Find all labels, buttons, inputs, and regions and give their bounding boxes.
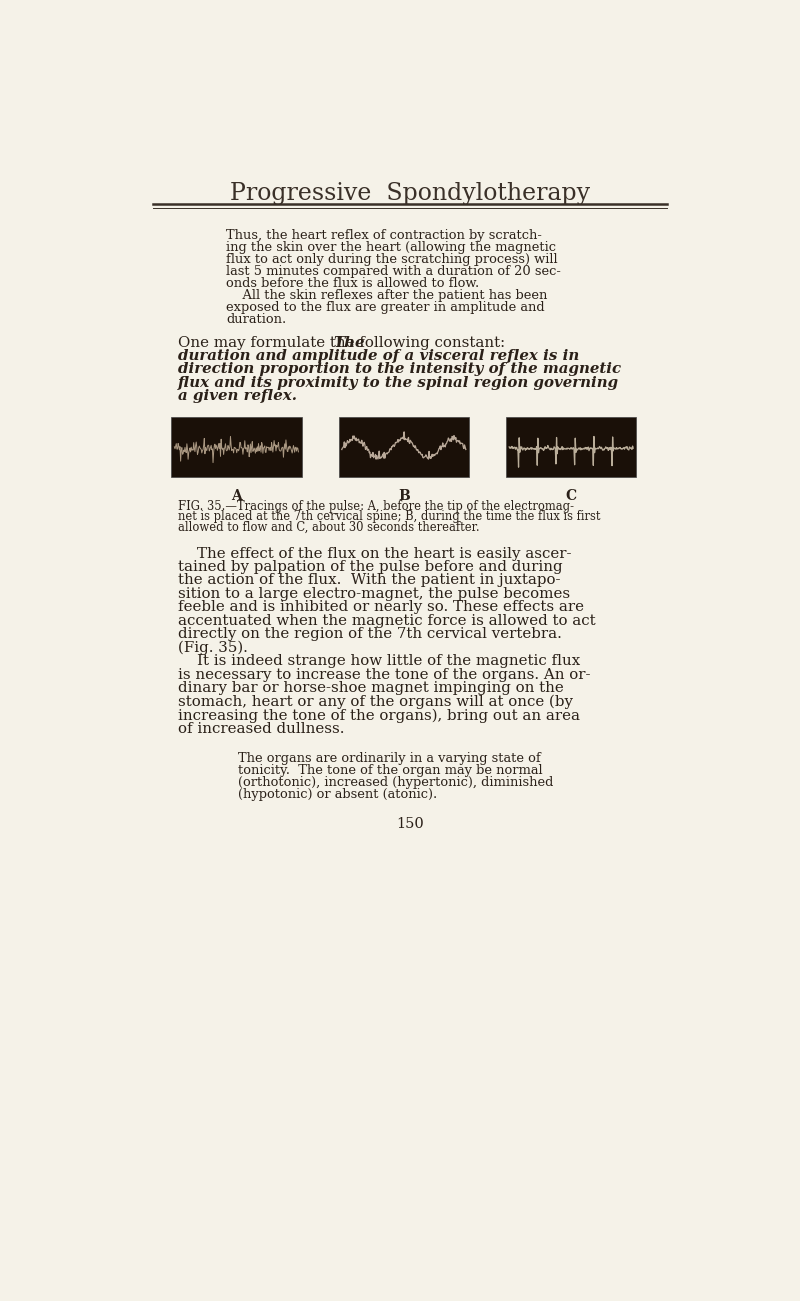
Text: of increased dullness.: of increased dullness. [178, 722, 344, 735]
Text: sition to a large electro-magnet, the pulse becomes: sition to a large electro-magnet, the pu… [178, 587, 570, 601]
Text: allowed to flow and C, about 30 seconds thereafter.: allowed to flow and C, about 30 seconds … [178, 520, 479, 533]
Text: (orthotonic), increased (hypertonic), diminished: (orthotonic), increased (hypertonic), di… [238, 775, 554, 788]
Text: flux and its proximity to the spinal region governing: flux and its proximity to the spinal reg… [178, 376, 618, 390]
Text: stomach, heart or any of the organs will at once (by: stomach, heart or any of the organs will… [178, 695, 573, 709]
Text: tained by palpation of the pulse before and during: tained by palpation of the pulse before … [178, 559, 562, 574]
Text: A: A [231, 489, 242, 503]
Text: FIG. 35.—Tracings of the pulse: A, before the tip of the electromag-: FIG. 35.—Tracings of the pulse: A, befor… [178, 500, 574, 513]
Text: Thus, the heart reflex of contraction by scratch-: Thus, the heart reflex of contraction by… [226, 229, 542, 242]
Text: The effect of the flux on the heart is easily ascer-: The effect of the flux on the heart is e… [178, 546, 571, 561]
Text: direction proportion to the intensity of the magnetic: direction proportion to the intensity of… [178, 363, 621, 376]
Text: dinary bar or horse-shoe magnet impinging on the: dinary bar or horse-shoe magnet impingin… [178, 682, 563, 695]
Text: The: The [334, 336, 365, 350]
Text: duration.: duration. [226, 312, 286, 325]
Text: (Fig. 35).: (Fig. 35). [178, 641, 247, 656]
Text: B: B [398, 489, 410, 503]
Text: The organs are ordinarily in a varying state of: The organs are ordinarily in a varying s… [238, 752, 541, 765]
Text: flux to act only during the scratching process) will: flux to act only during the scratching p… [226, 254, 558, 267]
Text: Progressive  Spondylotherapy: Progressive Spondylotherapy [230, 182, 590, 204]
Text: feeble and is inhibited or nearly so. These effects are: feeble and is inhibited or nearly so. Th… [178, 600, 583, 614]
Bar [171, 416, 302, 477]
Text: tonicity.  The tone of the organ may be normal: tonicity. The tone of the organ may be n… [238, 764, 542, 777]
Text: It is indeed strange how little of the magnetic flux: It is indeed strange how little of the m… [178, 654, 580, 669]
Text: onds before the flux is allowed to flow.: onds before the flux is allowed to flow. [226, 277, 479, 290]
Text: net is placed at the 7th cervical spine; B, during the time the flux is first: net is placed at the 7th cervical spine;… [178, 510, 600, 523]
Text: duration and amplitude of a visceral reflex is in: duration and amplitude of a visceral ref… [178, 349, 578, 363]
Text: is necessary to increase the tone of the organs. An or-: is necessary to increase the tone of the… [178, 667, 590, 682]
Text: One may formulate the following constant:: One may formulate the following constant… [178, 336, 514, 350]
Text: (hypotonic) or absent (atonic).: (hypotonic) or absent (atonic). [238, 788, 438, 801]
Text: increasing the tone of the organs), bring out an area: increasing the tone of the organs), brin… [178, 708, 579, 722]
Text: C: C [566, 489, 577, 503]
Text: the action of the flux.  With the patient in juxtapo-: the action of the flux. With the patient… [178, 574, 560, 588]
Bar [506, 416, 636, 477]
Text: last 5 minutes compared with a duration of 20 sec-: last 5 minutes compared with a duration … [226, 265, 562, 278]
Bar [338, 416, 469, 477]
Text: exposed to the flux are greater in amplitude and: exposed to the flux are greater in ampli… [226, 301, 545, 314]
Text: accentuated when the magnetic force is allowed to act: accentuated when the magnetic force is a… [178, 614, 595, 628]
Text: ing the skin over the heart (allowing the magnetic: ing the skin over the heart (allowing th… [226, 241, 556, 254]
Text: a given reflex.: a given reflex. [178, 389, 297, 403]
Text: directly on the region of the 7th cervical vertebra.: directly on the region of the 7th cervic… [178, 627, 562, 641]
Text: All the skin reflexes after the patient has been: All the skin reflexes after the patient … [226, 289, 548, 302]
Text: 150: 150 [396, 817, 424, 831]
